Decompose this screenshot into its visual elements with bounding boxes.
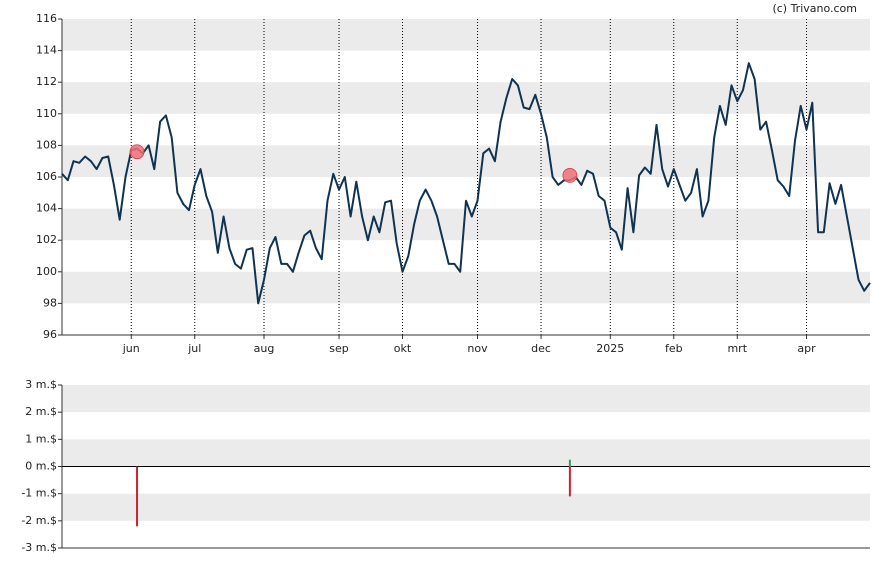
grid-band [62,385,870,413]
grid-band [62,145,870,177]
y-tick-label: 104 [36,202,57,215]
y-tick-label: 2 m.$ [25,405,57,418]
y-tick-label: 110 [36,107,57,120]
x-tick-label: okt [394,342,412,355]
grid-band [62,493,870,521]
y-tick-label: 114 [36,44,57,57]
x-tick-label: apr [797,342,816,355]
bar [568,466,571,497]
y-tick-label: -1 m.$ [21,487,57,500]
x-tick-label: jun [122,342,140,355]
y-tick-label: 112 [36,75,57,88]
x-tick-label: 2025 [596,342,624,355]
grid-band [62,271,870,304]
x-tick-label: jul [187,342,201,355]
bar [136,466,139,527]
event-marker [562,168,578,183]
grid-band [62,208,870,241]
y-tick-label: -3 m.$ [21,541,57,554]
y-tick-label: 100 [36,265,57,278]
y-tick-label: 116 [36,12,57,25]
y-tick-label: -2 m.$ [21,514,57,527]
x-tick-label: feb [665,342,683,355]
y-tick-label: 1 m.$ [25,432,57,445]
x-tick-label: dec [531,342,551,355]
bar [568,459,571,467]
x-tick-label: mrt [727,342,747,355]
x-tick-label: aug [254,342,275,355]
y-tick-label: 108 [36,138,57,151]
y-tick-label: 96 [43,328,57,341]
y-tick-label: 102 [36,233,57,246]
grid-band [62,439,870,467]
y-tick-label: 106 [36,170,57,183]
price-line [61,62,871,305]
y-tick-label: 98 [43,296,57,309]
y-tick-label: 3 m.$ [25,378,57,391]
event-marker [129,144,145,160]
x-tick-label: sep [329,342,348,355]
grid-band [62,19,870,51]
x-tick-label: nov [467,342,488,355]
credit: (c) Trivano.com [772,2,857,15]
y-tick-label: 0 m.$ [25,460,57,473]
grid-band [62,82,870,114]
